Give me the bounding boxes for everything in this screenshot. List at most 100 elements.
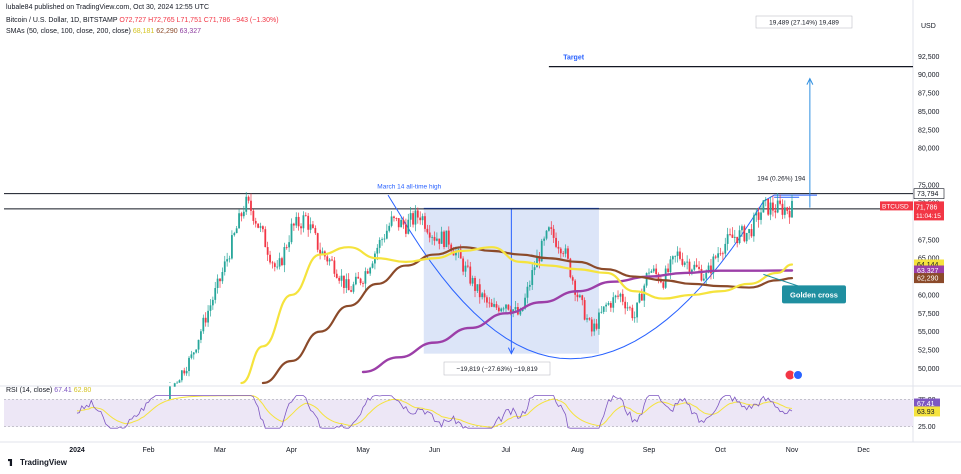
- candle-body: [366, 271, 369, 274]
- y-tick-label: 75,000: [918, 182, 940, 189]
- candle-body: [183, 370, 186, 374]
- candle-body: [262, 226, 264, 230]
- candle-body: [717, 253, 720, 258]
- candle-body: [376, 247, 379, 254]
- candle-body: [593, 323, 596, 332]
- candle-body: [531, 270, 534, 285]
- candle-body: [760, 212, 762, 220]
- y-tick-label: 52,500: [918, 347, 940, 354]
- candle-body: [490, 302, 493, 307]
- candle-body: [190, 354, 193, 358]
- candle-body: [655, 268, 658, 275]
- candle-body: [612, 297, 615, 308]
- candle-body: [702, 278, 705, 281]
- candle-body: [478, 284, 481, 298]
- current-price: 71,786: [916, 204, 938, 211]
- candle-body: [757, 212, 760, 220]
- x-tick-label: May: [356, 447, 370, 454]
- candle-body: [455, 251, 457, 256]
- candle-body: [483, 293, 486, 298]
- candle-body: [407, 219, 410, 234]
- candle-body: [538, 256, 541, 262]
- candle-body: [779, 200, 781, 204]
- candle-body: [259, 226, 262, 228]
- candle-body: [393, 216, 395, 219]
- candle-body: [295, 216, 298, 226]
- sma200-value: 63,327: [179, 28, 202, 35]
- candle-body: [712, 256, 715, 274]
- candle-body: [586, 318, 588, 320]
- candle-body: [302, 215, 305, 229]
- candle-body: [276, 266, 279, 268]
- candle-body: [431, 236, 434, 238]
- candle-body: [564, 248, 567, 254]
- candle-body: [445, 230, 448, 248]
- candle-body: [693, 264, 696, 270]
- price-marker-bg: [914, 273, 944, 284]
- rsi-marker-bg: [914, 398, 940, 409]
- candle-body: [495, 304, 498, 308]
- candle-body: [700, 268, 703, 281]
- candle-body: [698, 266, 700, 269]
- price-marker-label: 63,327: [917, 268, 939, 275]
- candle-body: [619, 293, 622, 297]
- candle-body: [764, 199, 767, 201]
- candle-body: [578, 295, 581, 298]
- candle-body: [752, 215, 755, 237]
- candle-body: [574, 280, 577, 295]
- candle-body: [288, 242, 291, 248]
- symbol-tag: BTCUSD: [882, 203, 909, 210]
- candle-body: [447, 230, 450, 245]
- candle-body: [412, 213, 414, 225]
- event-flag-icon: [785, 370, 795, 380]
- event-flag-icon: [793, 370, 803, 380]
- rsi-marker-label: 67.41: [917, 401, 935, 408]
- sma-legend: SMAs (50, close, 100, close, 200, close)…: [6, 28, 201, 35]
- candle-body: [481, 293, 484, 298]
- candle-body: [528, 284, 531, 287]
- candle-body: [664, 268, 667, 288]
- candle-body: [660, 280, 662, 283]
- rsi-value: 67.41: [54, 387, 72, 394]
- candle-body: [438, 238, 441, 244]
- sma100-value: 62,290: [156, 28, 178, 35]
- tradingview-logo[interactable]: TradingView: [8, 458, 67, 467]
- candle-body: [200, 331, 202, 340]
- candle-body: [326, 256, 329, 262]
- rsi-marker-label: 63.93: [917, 409, 935, 416]
- price-marker-label: 62,290: [917, 276, 939, 283]
- y-tick-label: 85,000: [918, 109, 940, 116]
- candle-body: [443, 231, 445, 248]
- candle-body: [507, 304, 510, 310]
- rsi-line: [76, 394, 793, 429]
- candle-body: [762, 200, 765, 213]
- candle-body: [714, 256, 717, 258]
- candle-body: [488, 302, 491, 304]
- candle-body: [331, 259, 333, 261]
- candle-body: [321, 251, 324, 254]
- candle-body: [228, 258, 231, 260]
- candle-body: [314, 227, 317, 234]
- candle-body: [195, 349, 198, 353]
- tradingview-logo-icon: [8, 459, 13, 466]
- candle-body: [343, 275, 345, 288]
- candle-body: [748, 229, 750, 233]
- candle-body: [409, 213, 412, 220]
- x-tick-label: Mar: [214, 447, 227, 454]
- candle-body: [309, 224, 312, 230]
- candle-body: [767, 199, 770, 215]
- sma200-line: [361, 269, 794, 374]
- x-tick-label: Apr: [286, 447, 298, 454]
- golden-cross-label: Golden cross: [790, 290, 838, 299]
- candle-body: [202, 317, 205, 332]
- rsi-tick-label: 25.00: [918, 424, 936, 431]
- candle-body: [385, 230, 388, 239]
- candle-body: [307, 215, 310, 230]
- candle-body: [226, 259, 229, 262]
- candle-body: [426, 228, 429, 233]
- candle-body: [223, 261, 226, 273]
- candle-body: [464, 265, 467, 272]
- sma50-value: 68,181: [132, 28, 155, 35]
- candle-body: [669, 259, 672, 273]
